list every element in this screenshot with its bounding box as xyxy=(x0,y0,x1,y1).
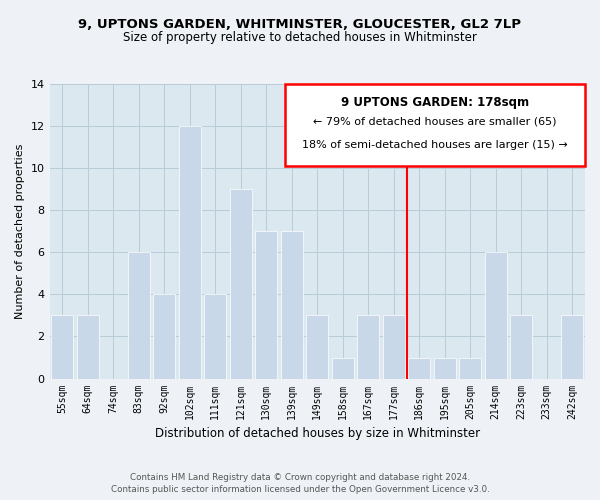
Bar xyxy=(332,358,353,378)
Bar xyxy=(128,252,149,378)
Y-axis label: Number of detached properties: Number of detached properties xyxy=(15,144,25,319)
X-axis label: Distribution of detached houses by size in Whitminster: Distribution of detached houses by size … xyxy=(155,427,480,440)
Bar xyxy=(562,316,583,378)
Text: ← 79% of detached houses are smaller (65): ← 79% of detached houses are smaller (65… xyxy=(313,116,557,126)
Bar xyxy=(52,316,73,378)
Bar xyxy=(434,358,455,378)
Bar xyxy=(205,294,226,378)
Bar xyxy=(511,316,532,378)
Text: Contains public sector information licensed under the Open Government Licence v3: Contains public sector information licen… xyxy=(110,485,490,494)
Bar xyxy=(154,294,175,378)
Text: 18% of semi-detached houses are larger (15) →: 18% of semi-detached houses are larger (… xyxy=(302,140,568,150)
Bar xyxy=(281,232,302,378)
FancyBboxPatch shape xyxy=(285,84,585,166)
Bar xyxy=(409,358,430,378)
Bar xyxy=(256,232,277,378)
Bar xyxy=(307,316,328,378)
Text: Size of property relative to detached houses in Whitminster: Size of property relative to detached ho… xyxy=(123,31,477,44)
Bar xyxy=(230,189,251,378)
Bar xyxy=(179,126,200,378)
Bar xyxy=(460,358,481,378)
Bar xyxy=(77,316,98,378)
Bar xyxy=(485,252,506,378)
Bar xyxy=(383,316,404,378)
Text: 9, UPTONS GARDEN, WHITMINSTER, GLOUCESTER, GL2 7LP: 9, UPTONS GARDEN, WHITMINSTER, GLOUCESTE… xyxy=(79,18,521,30)
Text: 9 UPTONS GARDEN: 178sqm: 9 UPTONS GARDEN: 178sqm xyxy=(341,96,529,109)
Text: Contains HM Land Registry data © Crown copyright and database right 2024.: Contains HM Land Registry data © Crown c… xyxy=(130,472,470,482)
Bar xyxy=(358,316,379,378)
